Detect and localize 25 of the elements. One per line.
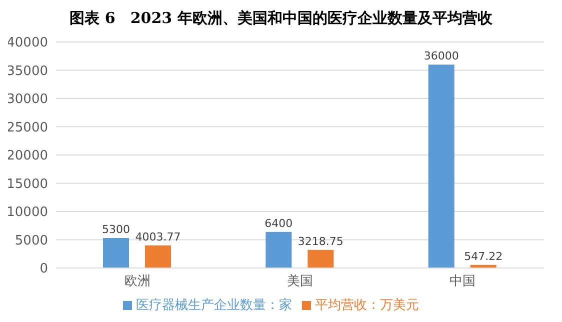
y-tick-label: 10000 [6, 205, 48, 220]
bar [308, 250, 334, 268]
bar [145, 245, 171, 268]
data-label: 4003.77 [135, 230, 181, 244]
chart-title: 图表 6 2023 年欧洲、美国和中国的医疗企业数量及平均营收 [68, 8, 494, 29]
y-tick-label: 0 [40, 262, 48, 277]
y-tick-label: 35000 [6, 64, 48, 79]
data-label: 6400 [264, 216, 293, 230]
y-tick-label: 20000 [6, 148, 48, 164]
y-tick-label: 30000 [6, 92, 48, 108]
y-tick-label: 25000 [6, 120, 48, 136]
legend-label: 平均营收：万美元 [315, 298, 419, 313]
x-tick-label: 欧洲 [124, 274, 150, 290]
bar [428, 64, 454, 268]
bar [266, 232, 292, 268]
data-label: 547.22 [464, 250, 503, 263]
data-label: 5300 [102, 223, 130, 236]
legend-label: 医疗器械生产企业数量：家 [136, 298, 292, 313]
bar [103, 238, 129, 268]
x-tick-label: 美国 [287, 273, 313, 290]
data-label: 36000 [424, 50, 459, 63]
y-tick-label: 15000 [6, 176, 48, 192]
data-label: 3218.75 [298, 234, 344, 248]
x-tick-label: 中国 [450, 274, 476, 290]
y-tick-label: 5000 [14, 233, 48, 248]
